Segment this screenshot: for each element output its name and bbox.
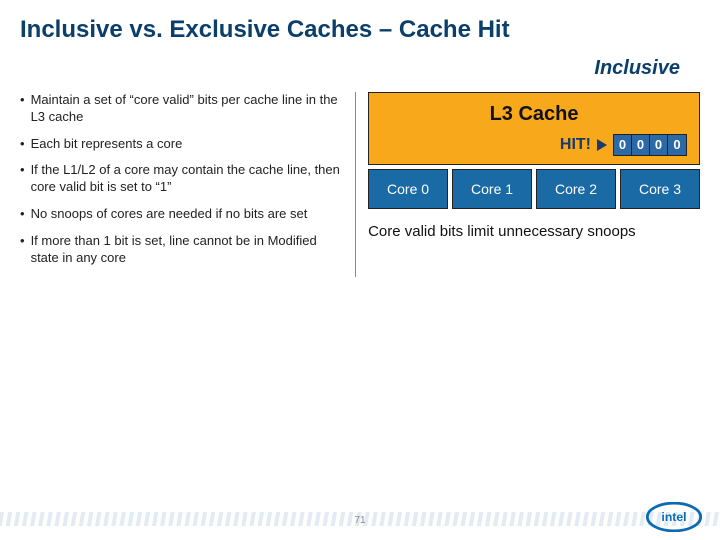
core-box: Core 0 (368, 169, 448, 209)
valid-bits: 0 0 0 0 (613, 134, 687, 156)
hit-row: HIT! 0 0 0 0 (377, 134, 691, 156)
bullet-dot-icon: • (20, 92, 25, 109)
valid-bit: 0 (614, 135, 632, 155)
bullet-dot-icon: • (20, 136, 25, 153)
bullet-text: No snoops of cores are needed if no bits… (31, 206, 308, 223)
valid-bit: 0 (650, 135, 668, 155)
page-number: 71 (354, 515, 365, 526)
cores-row: Core 0 Core 1 Core 2 Core 3 (368, 169, 700, 209)
bullet-item: • Each bit represents a core (20, 136, 341, 153)
core-box: Core 3 (620, 169, 700, 209)
l3-cache-label: L3 Cache (377, 103, 691, 126)
bullet-list: • Maintain a set of “core valid” bits per… (20, 92, 356, 277)
arrow-right-icon (597, 139, 607, 151)
diagram-caption: Core valid bits limit unnecessary snoops (368, 223, 700, 242)
intel-logo-icon: intel (646, 502, 702, 532)
bullet-item: • No snoops of cores are needed if no bit… (20, 206, 341, 223)
valid-bit: 0 (668, 135, 686, 155)
bullet-text: If more than 1 bit is set, line cannot b… (31, 233, 342, 267)
l3-cache-box: L3 Cache HIT! 0 0 0 0 (368, 92, 700, 165)
bullet-item: • If more than 1 bit is set, line cannot … (20, 233, 341, 267)
svg-text:intel: intel (661, 510, 686, 524)
core-box: Core 2 (536, 169, 616, 209)
core-box: Core 1 (452, 169, 532, 209)
slide-subtitle: Inclusive (0, 53, 720, 92)
valid-bit: 0 (632, 135, 650, 155)
bullet-dot-icon: • (20, 162, 25, 179)
content-area: • Maintain a set of “core valid” bits per… (0, 92, 720, 277)
bullet-text: Maintain a set of “core valid” bits per … (31, 92, 342, 126)
bullet-dot-icon: • (20, 206, 25, 223)
bullet-text: If the L1/L2 of a core may contain the c… (31, 162, 342, 196)
slide-title: Inclusive vs. Exclusive Caches – Cache H… (0, 0, 720, 53)
bullet-item: • If the L1/L2 of a core may contain the … (20, 162, 341, 196)
diagram-area: L3 Cache HIT! 0 0 0 0 Core 0 Core 1 Core… (364, 92, 700, 277)
footer: 71 intel (0, 494, 720, 540)
bullet-dot-icon: • (20, 233, 25, 250)
hit-label: HIT! (560, 136, 591, 154)
bullet-item: • Maintain a set of “core valid” bits per… (20, 92, 341, 126)
bullet-text: Each bit represents a core (31, 136, 183, 153)
